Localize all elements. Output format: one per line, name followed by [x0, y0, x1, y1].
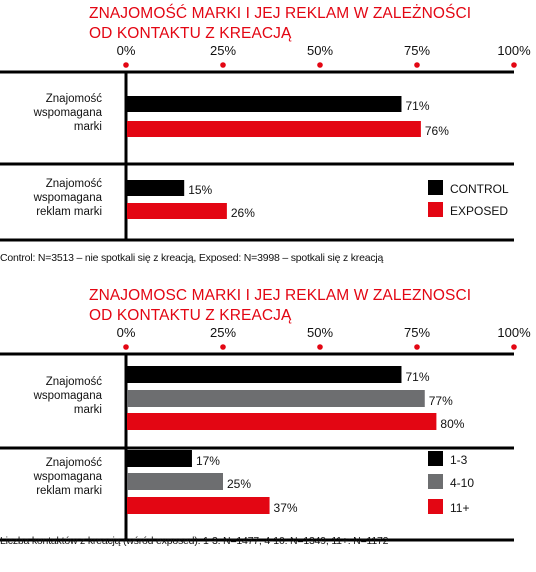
legend-label: CONTROL [450, 182, 509, 196]
x-tick-dot [123, 62, 129, 68]
chart2-title: ZNAJOMOSC MARKI I JEJ REKLAM W ZALEZNOSC… [89, 286, 471, 326]
category-label: Znajomość [46, 376, 102, 388]
bar [127, 390, 425, 407]
category-label: marki [74, 404, 102, 416]
chart2-svg: 0% 25% 50% 75% 100% Znajomość wspomagana marki 7… [0, 325, 531, 542]
x-tick-dot [414, 344, 420, 350]
data-label: 37% [274, 501, 298, 515]
data-label: 25% [227, 477, 251, 491]
x-tick-dot [511, 344, 517, 350]
legend-swatch [428, 474, 443, 489]
bar [127, 121, 421, 137]
category-label: Znajomość [46, 93, 102, 105]
x-tick-dot [123, 344, 129, 350]
chart1-note: Control: N=3513 – nie spotkali się z kre… [0, 252, 384, 264]
x-tick-label: 0% [117, 325, 136, 340]
legend-swatch [428, 499, 443, 514]
bar [127, 497, 270, 514]
legend-swatch [428, 451, 443, 466]
x-tick-dot [317, 344, 323, 350]
x-tick-label: 25% [210, 325, 236, 340]
chart1-title-line2: OD KONTAKTU Z KREACJĄ [89, 25, 292, 42]
data-label: 76% [425, 124, 449, 138]
bar [127, 96, 402, 112]
data-label: 15% [188, 183, 212, 197]
category-label: wspomagana [33, 107, 103, 119]
category-label: Znajomość [46, 457, 102, 469]
chart1-svg: 0% 25% 50% 75% 100% Znajomość wspomagana marki 7… [0, 43, 531, 242]
x-tick-dot [317, 62, 323, 68]
x-tick-label: 25% [210, 43, 236, 58]
x-tick-label: 50% [307, 325, 333, 340]
category-label: reklam marki [36, 206, 102, 218]
x-tick-label: 100% [497, 325, 531, 340]
x-tick-dot [220, 344, 226, 350]
bar [127, 473, 223, 490]
chart2-title-line2: OD KONTAKTU Z KREACJĄ [89, 307, 292, 324]
bar [127, 450, 192, 467]
legend-label: 11+ [450, 501, 469, 515]
data-label: 71% [405, 370, 429, 384]
x-tick-label: 50% [307, 43, 333, 58]
legend-label: EXPOSED [450, 204, 508, 218]
chart2-title-line1: ZNAJOMOSC MARKI I JEJ REKLAM W ZALEZNOSC… [89, 287, 472, 304]
category-label: marki [74, 121, 102, 133]
legend-label: 1-3 [450, 453, 468, 467]
data-label: 71% [405, 99, 429, 113]
x-tick-label: 75% [404, 325, 430, 340]
x-tick-label: 0% [117, 43, 136, 58]
data-label: 80% [440, 417, 464, 431]
x-tick-label: 100% [497, 43, 531, 58]
data-label: 26% [231, 206, 255, 220]
legend-swatch [428, 180, 443, 195]
x-tick-dot [220, 62, 226, 68]
legend-label: 4-10 [450, 476, 474, 490]
chart-page: ZNAJOMOŚĆ MARKI I JEJ REKLAM W ZALEŻNOŚC… [0, 4, 531, 547]
x-tick-dot [511, 62, 517, 68]
chart1-title: ZNAJOMOŚĆ MARKI I JEJ REKLAM W ZALEŻNOŚC… [89, 4, 471, 44]
x-tick-dot [414, 62, 420, 68]
category-label: wspomagana [33, 192, 103, 204]
x-tick-label: 75% [404, 43, 430, 58]
data-label: 17% [196, 454, 220, 468]
legend-swatch [428, 202, 443, 217]
bar [127, 180, 185, 196]
chart1-title-line1: ZNAJOMOŚĆ MARKI I JEJ REKLAM W ZALEŻNOŚC… [89, 5, 472, 22]
bar [127, 366, 402, 383]
bar [127, 203, 227, 219]
chart2-note: Liczba kontaktów z kreacją (wśród expose… [0, 535, 389, 547]
category-label: wspomagana [33, 471, 103, 483]
category-label: reklam marki [36, 485, 102, 497]
data-label: 77% [429, 394, 453, 408]
bar [127, 413, 437, 430]
category-label: Znajomość [46, 178, 102, 190]
category-label: wspomagana [33, 390, 103, 402]
